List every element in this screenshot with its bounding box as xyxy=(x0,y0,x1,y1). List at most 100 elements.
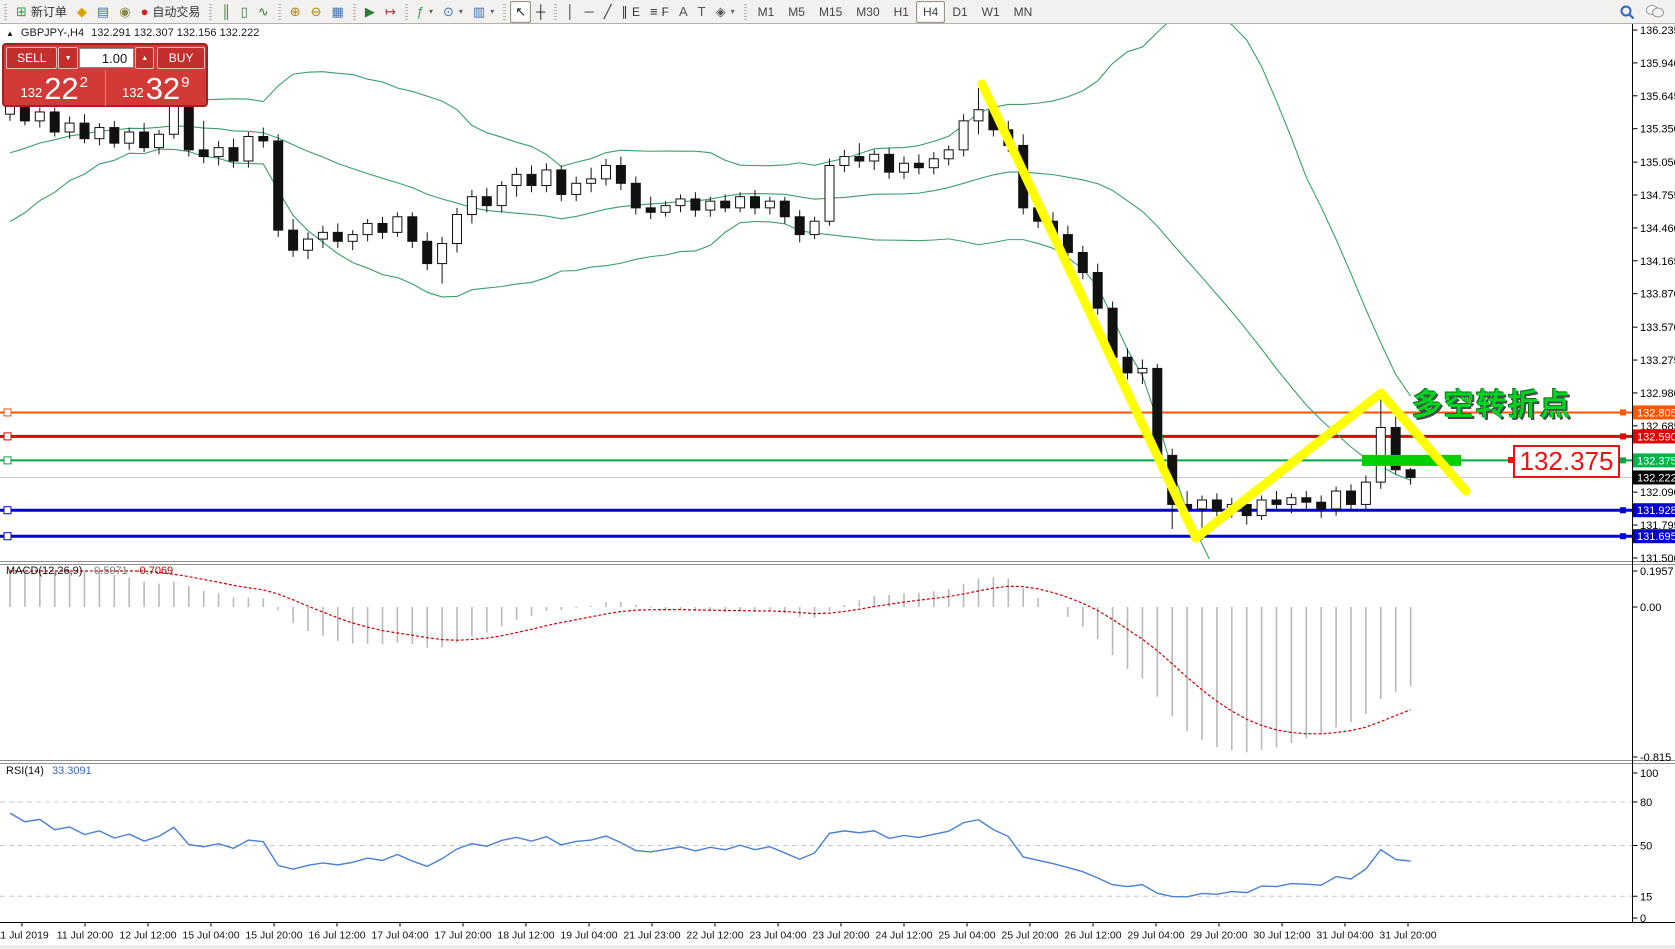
toolbar-grip[interactable] xyxy=(277,3,281,20)
macd-indicator-label: MACD(12,26,9) -0.5971 -0.7069 xyxy=(6,565,173,577)
macd-signal-line xyxy=(10,570,1411,735)
toolbar-grip[interactable] xyxy=(503,3,507,20)
crosshair-button[interactable]: ┼ xyxy=(531,1,550,23)
timeframe-m30-button[interactable]: M30 xyxy=(856,4,880,19)
timeframe-mn-button[interactable]: MN xyxy=(1013,4,1033,19)
bars-chart-icon: ║ xyxy=(221,4,231,19)
candle xyxy=(273,140,284,231)
support-highlight-bar[interactable] xyxy=(1362,454,1461,466)
toolbar-grip[interactable] xyxy=(554,3,558,20)
chevron-down-icon[interactable]: ▾ xyxy=(428,7,433,16)
ask-price[interactable]: 132 32 9 xyxy=(106,70,207,106)
toolbar-grip[interactable] xyxy=(404,3,408,20)
candle xyxy=(1405,469,1416,478)
search-icon[interactable] xyxy=(1619,4,1635,20)
candle xyxy=(884,153,895,173)
chart-shift-button[interactable]: ↦ xyxy=(380,1,401,23)
line-handle[interactable] xyxy=(3,532,12,541)
toolbar-grip[interactable] xyxy=(743,3,747,20)
toolbar-grip[interactable] xyxy=(209,3,213,20)
fibonacci-button[interactable]: ≡ F xyxy=(645,1,674,23)
rsi-axis-label: 50 xyxy=(1640,841,1652,853)
line-end-marker[interactable] xyxy=(1620,433,1626,440)
periods-button[interactable]: ⊙ ▾ xyxy=(438,1,468,23)
zoom-out-button[interactable]: ⊖ xyxy=(306,1,327,23)
trend-line-3[interactable] xyxy=(1376,388,1471,496)
chart-profile-button[interactable]: ◆ xyxy=(72,1,92,23)
cursor-button[interactable]: ↖ xyxy=(510,0,532,23)
volume-increase-button[interactable]: ▲ xyxy=(135,47,155,69)
line-end-marker[interactable] xyxy=(1620,507,1626,514)
market-watch-button[interactable]: ▤ xyxy=(92,1,114,23)
price-callout-label[interactable]: 132.375 xyxy=(1513,445,1620,478)
text-label-button[interactable]: T xyxy=(693,1,711,23)
price-tick-label: 135.940 xyxy=(1640,58,1675,70)
rsi-line xyxy=(9,812,1411,898)
time-tick-label: 12 Jul 12:00 xyxy=(119,930,176,942)
time-tick-label: 25 Jul 04:00 xyxy=(938,930,995,942)
buy-button[interactable]: BUY xyxy=(157,47,205,69)
collapse-icon[interactable]: ▲ xyxy=(6,28,14,38)
market-watch-icon: ▤ xyxy=(96,4,110,19)
timeframe-h1-button[interactable]: H1 xyxy=(893,4,909,19)
templates-button[interactable]: ▥ ▾ xyxy=(468,1,499,23)
line-end-marker[interactable] xyxy=(1620,409,1626,416)
tile-windows-button[interactable]: ▦ xyxy=(327,1,349,23)
timeframe-m5-button[interactable]: M5 xyxy=(788,4,805,19)
chart-canvas[interactable]: 136.235 135.940 135.645 135.350 135.050 134.7… xyxy=(0,24,1675,949)
price-callout-handle[interactable] xyxy=(1508,457,1514,463)
zoom-in-button[interactable]: ⊕ xyxy=(285,1,306,23)
chevron-down-icon[interactable]: ▾ xyxy=(458,7,463,16)
candles-layer xyxy=(5,87,1416,541)
autotrading-button-label: 自动交易 xyxy=(152,5,201,19)
ask-sup: 9 xyxy=(181,74,190,91)
autotrading-button[interactable]: ● 自动交易 xyxy=(136,1,206,23)
arrows-button[interactable]: ◈ ▾ xyxy=(711,1,740,23)
bid-price[interactable]: 132 22 2 xyxy=(4,70,106,106)
candle xyxy=(1375,426,1386,483)
auto-scroll-button[interactable]: ▶ xyxy=(360,1,380,23)
indicators-button[interactable]: ƒ ▾ xyxy=(412,1,438,23)
toolbar-grip[interactable] xyxy=(4,3,7,20)
volume-decrease-button[interactable]: ▼ xyxy=(58,47,78,69)
line-handle[interactable] xyxy=(3,456,12,465)
chevron-down-icon[interactable]: ▾ xyxy=(490,7,495,16)
timeframe-h4-button[interactable]: H4 xyxy=(915,0,946,23)
chat-icon[interactable] xyxy=(1645,4,1665,19)
line-end-marker[interactable] xyxy=(1620,457,1626,464)
sell-button[interactable]: SELL xyxy=(6,47,58,69)
timeframe-w1-button[interactable]: W1 xyxy=(981,4,1000,19)
trend-line-1[interactable] xyxy=(977,79,1201,543)
timeframe-m15-button[interactable]: M15 xyxy=(818,4,843,19)
new-order-button[interactable]: ⊞ 新订单 xyxy=(11,1,72,23)
turning-point-annotation[interactable]: 多空转折点 xyxy=(1412,389,1572,422)
signals-button[interactable]: ◉ xyxy=(114,1,135,23)
timeframe-m1-button[interactable]: M1 xyxy=(757,4,775,19)
trendline-button[interactable]: ╱ xyxy=(599,1,617,23)
candlestick-chart-button[interactable]: ▯ xyxy=(236,1,253,23)
timeframe-d1-button[interactable]: D1 xyxy=(952,4,968,19)
candle xyxy=(1301,497,1312,503)
line-end-marker[interactable] xyxy=(1620,533,1626,540)
candle xyxy=(481,196,492,207)
line-handle[interactable] xyxy=(3,506,12,515)
vertical-line-button[interactable]: │ xyxy=(561,1,579,23)
horizontal-line-button[interactable]: ─ xyxy=(579,1,598,23)
toolbar-grip[interactable] xyxy=(352,3,356,20)
line-handle[interactable] xyxy=(3,408,12,417)
line-handle[interactable] xyxy=(3,432,12,441)
candle xyxy=(1346,490,1356,505)
equidistant-channel-button[interactable]: ∥ E xyxy=(617,1,646,23)
price-badge-131.928 xyxy=(1633,503,1675,518)
candle xyxy=(347,234,358,242)
symbol-name: GBPJPY-,H4 xyxy=(20,27,85,39)
text-button[interactable]: A xyxy=(674,1,693,23)
chevron-down-icon[interactable]: ▾ xyxy=(730,7,735,16)
bars-chart-button[interactable]: ║ xyxy=(216,1,235,23)
candle xyxy=(258,135,269,142)
price-tick-label: 135.350 xyxy=(1640,124,1675,136)
one-click-trading-panel: SELL ▼ 1.00 ▲ BUY 132 22 2 132 32 9 xyxy=(2,43,208,107)
line-chart-button[interactable]: ∿ xyxy=(253,1,274,23)
trend-line-2[interactable] xyxy=(1191,388,1386,543)
volume-input[interactable]: 1.00 xyxy=(78,48,135,68)
